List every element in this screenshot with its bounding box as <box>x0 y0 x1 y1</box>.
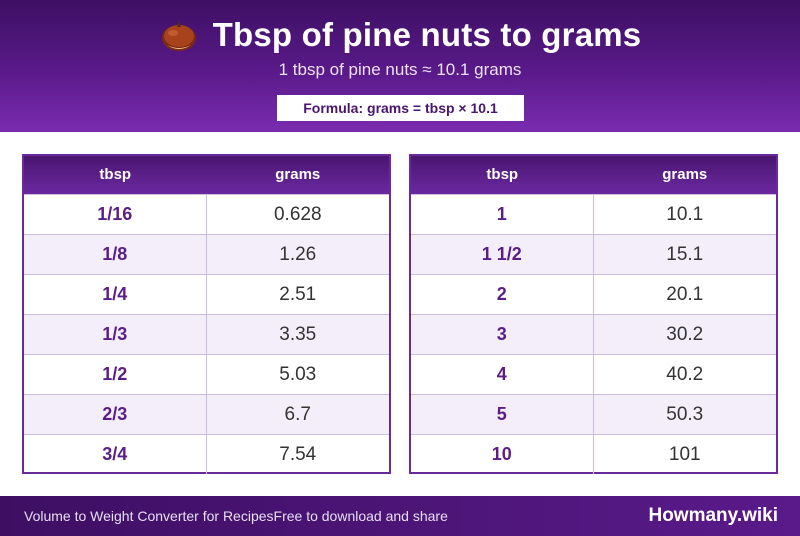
tbsp-cell: 1/2 <box>24 355 207 394</box>
column-header-grams: grams <box>662 166 708 183</box>
table-row: 3/4 7.54 <box>24 434 389 474</box>
grams-cell: 10.1 <box>666 204 704 225</box>
page-title: Tbsp of pine nuts to grams <box>212 16 642 53</box>
tbsp-cell: 2 <box>411 275 594 314</box>
conversion-table-right: tbsp grams 1 10.1 1 1/2 15.1 2 20.1 3 30… <box>409 154 778 474</box>
grams-cell: 40.2 <box>666 364 704 385</box>
table-row: 1/4 2.51 <box>24 274 389 314</box>
tbsp-cell: 4 <box>411 355 594 394</box>
column-header-tbsp: tbsp <box>99 166 132 183</box>
tbsp-cell: 1/4 <box>24 275 207 314</box>
conversion-subtitle: 1 tbsp of pine nuts ≈ 10.1 grams <box>278 60 522 79</box>
table-row: 1 1/2 15.1 <box>411 234 776 274</box>
tbsp-cell: 1/8 <box>24 235 207 274</box>
tbsp-cell: 1/16 <box>24 195 207 234</box>
grams-cell: 30.2 <box>666 324 704 345</box>
tbsp-cell: 1 1/2 <box>411 235 594 274</box>
tbsp-cell: 3/4 <box>24 435 207 474</box>
table-row: 1/3 3.35 <box>24 314 389 354</box>
table-row: 1 10.1 <box>411 194 776 234</box>
table-row: 3 30.2 <box>411 314 776 354</box>
brand-logo-text[interactable]: Howmany.wiki <box>648 505 778 526</box>
column-header-tbsp: tbsp <box>486 166 519 183</box>
table-header: tbsp grams <box>24 156 389 194</box>
grams-cell: 15.1 <box>666 244 704 265</box>
formula-box: Formula: grams = tbsp × 10.1 <box>277 95 524 121</box>
tbsp-cell: 1/3 <box>24 315 207 354</box>
table-row: 5 50.3 <box>411 394 776 434</box>
table-row: 1/16 0.628 <box>24 194 389 234</box>
grams-cell: 0.628 <box>273 204 322 225</box>
tbsp-cell: 3 <box>411 315 594 354</box>
tbsp-cell: 5 <box>411 395 594 434</box>
chestnut-icon <box>161 21 196 51</box>
table-header: tbsp grams <box>411 156 776 194</box>
grams-cell: 6.7 <box>284 404 311 425</box>
table-row: 10 101 <box>411 434 776 474</box>
grams-cell: 20.1 <box>666 284 704 305</box>
tbsp-cell: 1 <box>411 195 594 234</box>
grams-cell: 7.54 <box>279 444 317 465</box>
grams-cell: 1.26 <box>279 244 317 265</box>
conversion-table-left: tbsp grams 1/16 0.628 1/8 1.26 1/4 2.51 … <box>22 154 391 474</box>
grams-cell: 101 <box>668 444 701 465</box>
column-header-grams: grams <box>275 166 321 183</box>
footer-description: Volume to Weight Converter for RecipesFr… <box>24 508 448 524</box>
grams-cell: 2.51 <box>279 284 317 305</box>
grams-cell: 3.35 <box>279 324 317 345</box>
tbsp-cell: 2/3 <box>24 395 207 434</box>
header: Tbsp of pine nuts to grams 1 tbsp of pin… <box>0 0 800 132</box>
table-row: 4 40.2 <box>411 354 776 394</box>
table-row: 1/2 5.03 <box>24 354 389 394</box>
table-row: 2/3 6.7 <box>24 394 389 434</box>
table-row: 1/8 1.26 <box>24 234 389 274</box>
grams-cell: 50.3 <box>666 404 704 425</box>
tbsp-cell: 10 <box>411 435 594 474</box>
title-row: Tbsp of pine nuts to grams <box>0 14 800 56</box>
table-row: 2 20.1 <box>411 274 776 314</box>
grams-cell: 5.03 <box>279 364 317 385</box>
footer: Volume to Weight Converter for RecipesFr… <box>0 496 800 536</box>
